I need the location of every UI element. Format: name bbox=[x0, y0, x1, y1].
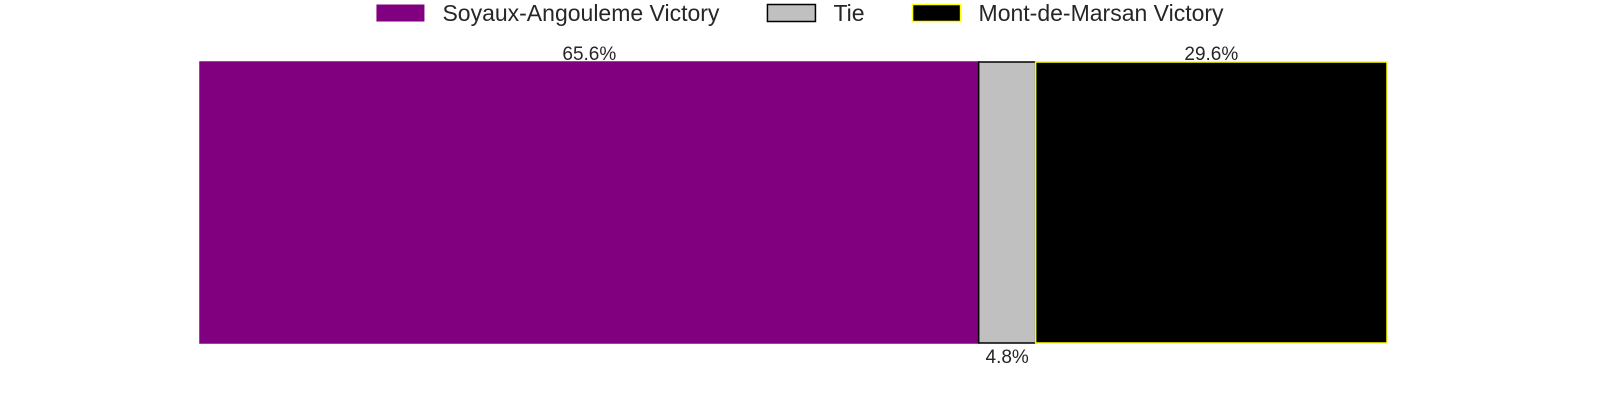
legend-item-soyaux-angouleme-victory: Soyaux-Angouleme Victory bbox=[376, 0, 720, 26]
bar-mont-de-marsan-victory bbox=[1034, 61, 1388, 344]
legend-swatch-tie bbox=[766, 3, 817, 23]
legend-swatch-soyaux-angouleme-victory bbox=[376, 4, 425, 22]
legend-swatch-mont-de-marsan-victory bbox=[911, 3, 962, 23]
legend-item-tie: Tie bbox=[766, 0, 865, 26]
value-label-tie: 4.8% bbox=[986, 347, 1029, 368]
bar-group bbox=[199, 61, 1388, 344]
value-label-soyaux-angouleme-victory: 65.6% bbox=[562, 44, 616, 65]
legend-label-soyaux-angouleme-victory: Soyaux-Angouleme Victory bbox=[442, 0, 719, 26]
bar-soyaux-angouleme-victory bbox=[199, 61, 980, 344]
legend-label-mont-de-marsan-victory: Mont-de-Marsan Victory bbox=[979, 0, 1224, 26]
value-label-mont-de-marsan-victory: 29.6% bbox=[1184, 44, 1238, 65]
value-label-group: 65.6% 4.8% 29.6% bbox=[562, 44, 1238, 368]
legend-item-mont-de-marsan-victory: Mont-de-Marsan Victory bbox=[911, 0, 1224, 26]
bar-tie bbox=[977, 61, 1037, 344]
legend-label-tie: Tie bbox=[833, 0, 864, 26]
chart-legend: Soyaux-Angouleme Victory Tie Mont-de-Marsa… bbox=[376, 0, 1224, 26]
